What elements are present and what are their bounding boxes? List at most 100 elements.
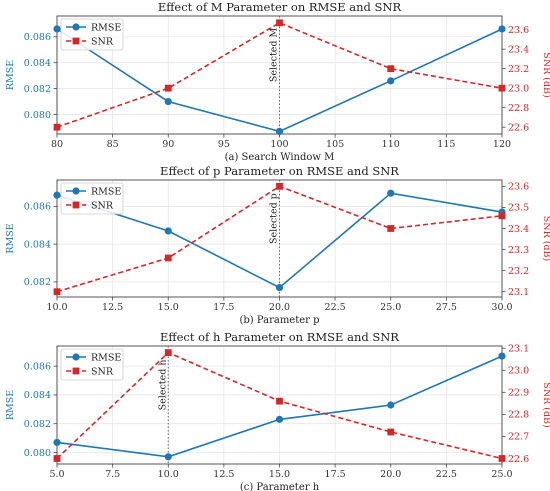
chart-title: Effect of M Parameter on RMSE and SNR	[158, 0, 402, 14]
x-tick-label: 25.0	[491, 469, 512, 480]
snr-point	[53, 288, 61, 296]
y-right-tick-label: 23.2	[508, 64, 529, 75]
chart-title: Effect of p Parameter on RMSE and SNR	[160, 164, 399, 178]
y-left-tick-label: 0.082	[24, 277, 51, 288]
x-tick-label: 10.0	[158, 469, 179, 480]
x-tick-label: 90	[162, 139, 174, 150]
y-right-tick-label: 22.6	[508, 454, 529, 465]
x-tick-label: 22.5	[436, 469, 457, 480]
y-right-tick-label: 23.0	[508, 366, 529, 377]
snr-point	[387, 428, 395, 436]
chart-panel-3: 5.0 7.5 10.0 12.5 15.0 17.5 20.0 22.5 25.0 0.080 0…	[5, 330, 550, 491]
rmse-point	[53, 25, 61, 33]
y-right-tick-label: 23.4	[508, 44, 529, 55]
x-axis-label: (c) Parameter h	[240, 482, 320, 491]
y-left-axis-label: RMSE	[5, 390, 16, 420]
y-left-tick-label: 0.086	[24, 361, 51, 372]
chart-panel-1: 80 85 90 95 100 105 110 115 120 0.080 0.082 0.084 0.…	[5, 0, 550, 163]
y-right-tick-label: 22.8	[508, 410, 529, 421]
x-tick-label: 12.5	[102, 302, 123, 313]
x-tick-label: 25.0	[380, 302, 401, 313]
x-tick-label: 17.5	[325, 469, 346, 480]
y-left-tick-label: 0.084	[24, 239, 51, 250]
y-right-tick-label: 23.0	[508, 83, 529, 94]
legend-marker-rmse	[72, 187, 80, 195]
snr-point	[498, 84, 506, 92]
y-right-tick-label: 23.4	[508, 224, 529, 235]
y-left-tick-label: 0.086	[24, 202, 51, 213]
x-tick-label: 105	[326, 139, 344, 150]
legend-label: RMSE	[91, 22, 121, 33]
y-right-tick-label: 23.2	[508, 266, 529, 277]
x-tick-label: 10.0	[46, 302, 67, 313]
x-tick-label: 120	[493, 139, 511, 150]
x-tick-label: 12.5	[213, 469, 234, 480]
y-right-tick-label: 23.6	[508, 182, 529, 193]
y-right-axis-label: SNR (dB)	[541, 382, 550, 427]
legend-marker-snr	[72, 367, 80, 375]
y-right-axis-label: SNR (dB)	[541, 216, 550, 261]
snr-point	[53, 455, 61, 462]
y-left-axis-label: RMSE	[5, 223, 16, 253]
snr-point	[498, 455, 506, 462]
snr-point	[498, 212, 506, 220]
snr-point	[387, 225, 395, 232]
legend-label: SNR	[91, 200, 114, 211]
plot-frame	[56, 345, 503, 465]
selected-annotation: Selected h	[157, 360, 168, 411]
legend-marker-rmse	[72, 23, 80, 31]
y-right-tick-label: 22.8	[508, 103, 529, 114]
x-tick-label: 5.0	[49, 469, 64, 480]
rmse-point	[275, 415, 284, 423]
legend-label: SNR	[91, 36, 114, 47]
legend-marker-rmse	[72, 353, 80, 361]
x-tick-label: 15.0	[269, 469, 290, 480]
y-left-tick-label: 0.082	[24, 84, 51, 95]
x-tick-label: 85	[107, 139, 119, 150]
x-tick-label: 17.5	[213, 302, 234, 313]
y-left-tick-label: 0.080	[24, 448, 51, 459]
rmse-point	[164, 227, 172, 235]
snr-point	[276, 182, 283, 190]
chart-panel-2: 10.0 12.5 15.0 17.5 20.0 22.5 25.0 27.5 30.0 0.08…	[5, 164, 550, 326]
y-right-tick-label: 23.3	[508, 245, 529, 256]
snr-point	[164, 349, 172, 357]
legend-label: RMSE	[91, 352, 121, 363]
snr-point	[164, 84, 172, 92]
selected-annotation: Selected p	[269, 193, 280, 244]
x-tick-label: 15.0	[158, 302, 179, 313]
legend-marker-snr	[72, 201, 80, 209]
x-tick-label: 22.5	[325, 302, 346, 313]
y-right-tick-label: 22.9	[508, 388, 529, 399]
y-right-tick-label: 23.1	[508, 344, 529, 355]
y-right-tick-label: 23.1	[508, 287, 529, 298]
y-right-axis-label: SNR (dB)	[541, 52, 550, 97]
rmse-point	[387, 401, 395, 409]
rmse-point	[53, 191, 61, 199]
x-tick-label: 7.5	[105, 469, 120, 480]
x-axis-label: (a) Search Window M	[225, 152, 335, 163]
x-tick-label: 20.0	[269, 302, 290, 313]
rmse-point	[387, 189, 395, 197]
legend-label: SNR	[91, 366, 114, 377]
x-tick-label: 95	[218, 139, 230, 150]
x-tick-label: 30.0	[491, 302, 512, 313]
rmse-point	[53, 438, 61, 447]
x-tick-label: 115	[437, 139, 455, 150]
legend-label: RMSE	[91, 186, 121, 197]
y-right-tick-label: 22.7	[508, 432, 529, 443]
y-right-tick-label: 23.5	[508, 203, 529, 214]
y-left-tick-label: 0.084	[24, 58, 51, 69]
rmse-point	[164, 97, 172, 106]
x-tick-label: 100	[270, 139, 288, 150]
snr-point	[387, 65, 395, 73]
y-left-tick-label: 0.080	[24, 110, 51, 121]
rmse-point	[164, 453, 172, 461]
legend: RMSE SNR	[60, 348, 124, 381]
snr-point	[276, 19, 283, 27]
x-tick-label: 80	[51, 139, 63, 150]
rmse-point	[498, 25, 506, 33]
snr-point	[164, 254, 172, 262]
selected-annotation: Selected M	[269, 27, 280, 82]
